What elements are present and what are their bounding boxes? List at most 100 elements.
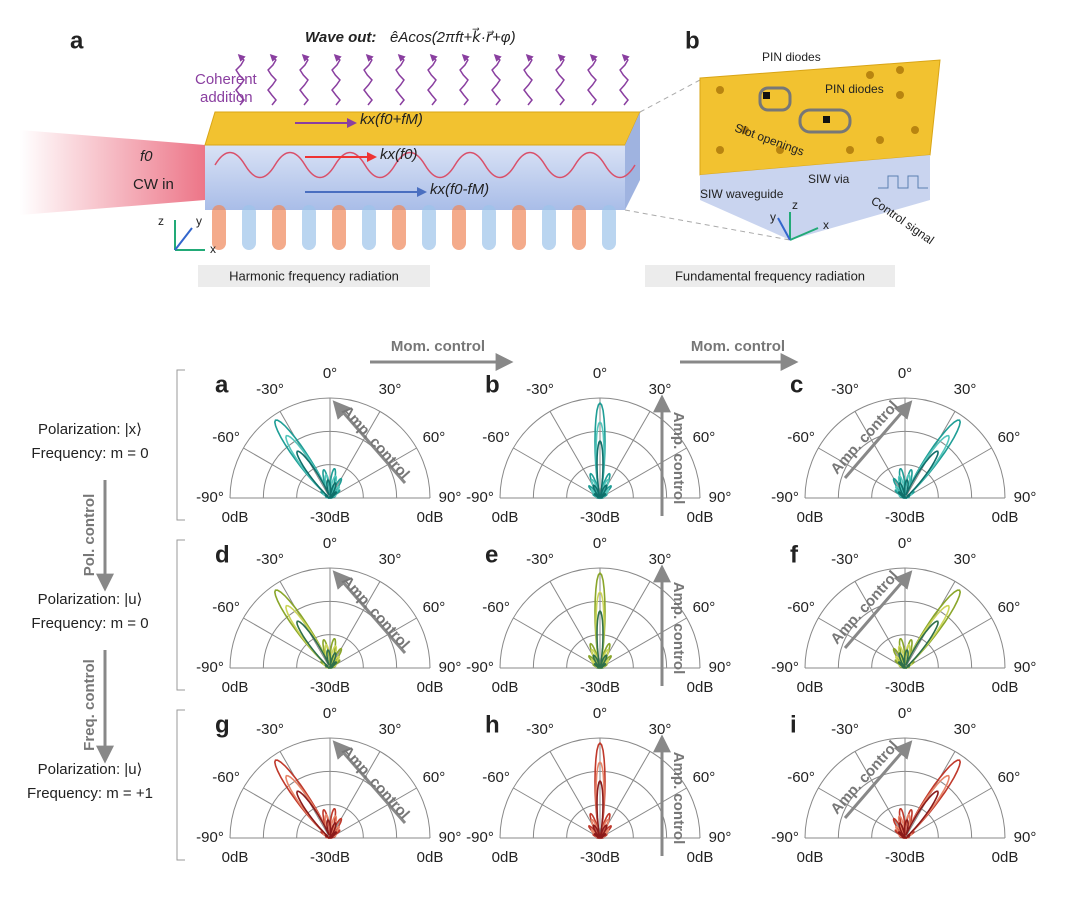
angle-label: 60° [998, 599, 1021, 616]
stripe [452, 205, 466, 250]
radial-label: 0dB [992, 849, 1019, 866]
caption: Fundamental frequency radiation [675, 268, 865, 283]
wave [299, 53, 310, 106]
angle-label: 0° [593, 535, 607, 552]
via [896, 91, 904, 99]
annotation: CW in [133, 176, 174, 193]
annotation: f0 [140, 148, 153, 165]
angle-label: -90° [771, 659, 799, 676]
panel-label: c [790, 371, 803, 398]
angle-label: -30° [526, 551, 554, 568]
annotation: PIN diodes [762, 50, 821, 64]
angle-label: 90° [709, 489, 732, 506]
grid-line [513, 787, 601, 839]
zoom-line [639, 79, 701, 113]
angle-label: 30° [379, 551, 402, 568]
panel-label: f [790, 541, 799, 568]
wave [331, 53, 342, 106]
radial-label: -30dB [885, 849, 925, 866]
angle-label: -30° [526, 381, 554, 398]
stripe [482, 205, 496, 250]
cw-beam [20, 130, 205, 215]
angle-label: 60° [423, 599, 446, 616]
panel-label: a [215, 371, 229, 398]
angle-label: 60° [423, 429, 446, 446]
waveguide-front [205, 145, 625, 210]
arrow [332, 740, 407, 824]
angle-label: -90° [196, 659, 224, 676]
wave [459, 53, 470, 106]
radial-label: 0dB [222, 509, 249, 526]
angle-label: 0° [323, 535, 337, 552]
angle-label: 90° [709, 659, 732, 676]
stripe [362, 205, 376, 250]
axis [174, 227, 193, 251]
control-label: Freq. control [81, 659, 98, 751]
amp-label: Amp. control [670, 752, 687, 845]
grid-line [818, 787, 906, 839]
control-label: Mom. control [391, 338, 485, 355]
radial-label: 0dB [417, 679, 444, 696]
annotation: kx(f0-fM) [430, 181, 489, 198]
via [911, 126, 919, 134]
angle-label: 60° [423, 769, 446, 786]
zoom-line [624, 209, 791, 241]
via [876, 136, 884, 144]
equation: êAcos(2πft+k⃗·r⃗+φ) [390, 27, 516, 46]
angle-label: 0° [898, 705, 912, 722]
radial-label: 0dB [222, 679, 249, 696]
control-waveform [878, 175, 928, 189]
amp-label: Amp. control [827, 568, 902, 648]
lobe [296, 450, 338, 499]
angle-label: 60° [998, 769, 1021, 786]
angle-label: -60° [482, 769, 510, 786]
radial-label: 0dB [417, 849, 444, 866]
annotation: PIN diodes [825, 82, 884, 96]
polar-grid: Polarization: |x⟩ Frequency: m = 0 a -90° -6… [27, 365, 1036, 866]
angle-label: 0° [593, 705, 607, 722]
row-label: Polarization: |x⟩ [38, 421, 142, 438]
axis [789, 227, 819, 241]
grid-line [599, 447, 687, 499]
panel-label: h [485, 711, 500, 738]
angle-label: -60° [787, 599, 815, 616]
radial-label: -30dB [885, 679, 925, 696]
annotation: SIW waveguide [700, 187, 784, 201]
slot [798, 108, 852, 134]
angle-label: -60° [212, 429, 240, 446]
row-label: Polarization: |u⟩ [38, 591, 143, 608]
grid-line [329, 787, 417, 839]
angle-label: 60° [693, 429, 716, 446]
amp-label: Amp. control [670, 412, 687, 505]
panel-label: e [485, 541, 498, 568]
via [741, 126, 749, 134]
lobe [897, 450, 939, 499]
radial-label: -30dB [310, 509, 350, 526]
angle-label: -90° [466, 659, 494, 676]
annotation: kx(f0) [380, 146, 418, 163]
angle-label: -60° [787, 429, 815, 446]
stripe [332, 205, 346, 250]
wave [523, 53, 534, 106]
angle-label: -90° [466, 829, 494, 846]
grid-line [513, 447, 601, 499]
grid-line [329, 617, 417, 669]
radial-label: -30dB [580, 509, 620, 526]
angle-label: 30° [379, 381, 402, 398]
panel-label: b [485, 371, 500, 398]
radial-label: 0dB [687, 509, 714, 526]
angle-label: 30° [954, 551, 977, 568]
radial-label: 0dB [687, 849, 714, 866]
radial-label: -30dB [885, 509, 925, 526]
radial-label: 0dB [492, 679, 519, 696]
diode [823, 116, 830, 123]
grid-line [243, 447, 331, 499]
angle-label: -90° [771, 489, 799, 506]
angle-label: -60° [787, 769, 815, 786]
via [866, 71, 874, 79]
panel-label: g [215, 711, 230, 738]
angle-label: -90° [466, 489, 494, 506]
angle-label: -60° [482, 429, 510, 446]
annotation: SIW via [808, 172, 850, 186]
angle-label: 60° [693, 599, 716, 616]
